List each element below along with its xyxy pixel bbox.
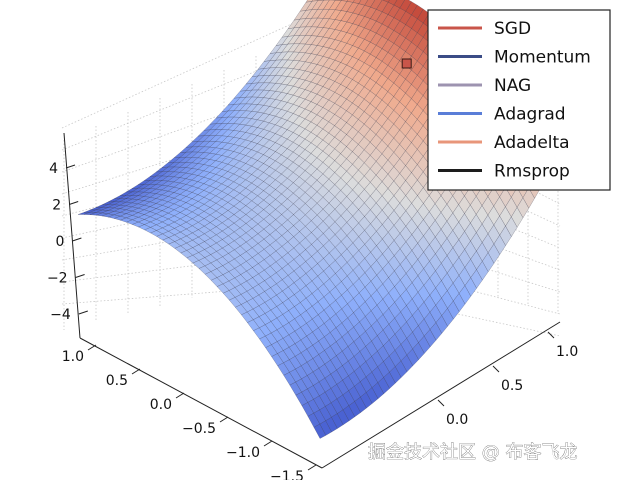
z-tick-label: 2 (52, 198, 61, 214)
surface-facet (313, 423, 327, 439)
legend-label-momentum: Momentum (494, 48, 591, 68)
watermark: 掘金技术社区 @ 布客飞龙 (368, 442, 577, 463)
z-tick-mark (69, 201, 79, 205)
surface-facet (511, 206, 524, 228)
legend-label-adadelta: Adadelta (494, 133, 570, 153)
surface-facet (275, 51, 289, 61)
x-tick-mark (175, 392, 185, 399)
z-tick-mark (72, 237, 82, 242)
legend: SGD Momentum NAG Adagrad Adadelta Rmsprop (427, 9, 611, 191)
z-tick-label: −4 (50, 307, 71, 323)
z-tick-label: −2 (47, 271, 68, 287)
surface-facet (269, 44, 283, 54)
surface-facet (215, 110, 229, 119)
legend-label-sgd: SGD (494, 19, 531, 39)
surface-facet (275, 36, 289, 46)
y-tick-label: 1.0 (556, 344, 578, 360)
surface-facet (354, 396, 367, 413)
legend-label-adagrad: Adagrad (494, 105, 566, 125)
y-axis: 1.0 0.5 0.0 (321, 321, 578, 469)
surface-facet (173, 151, 187, 159)
surface-facet (245, 75, 259, 85)
surface-facet (311, 0, 319, 2)
surface-facet (453, 292, 466, 313)
surface-facet (221, 104, 235, 112)
z-axis: 4 2 0 −2 −4 (47, 132, 88, 339)
surface-facet (406, 348, 419, 367)
surface-facet (263, 52, 277, 62)
x-tick-label: 1.0 (62, 349, 84, 365)
x-tick-mark (219, 416, 229, 423)
x-axis: 1.0 0.5 0.0 −0.5 −1.0 −1.5 (62, 337, 323, 480)
surface-facet (311, 0, 325, 10)
surface-facet (317, 0, 324, 1)
surface-facet (233, 96, 247, 105)
legend-label-rmsprop: Rmsprop (494, 162, 570, 182)
y-tick-label: 0.0 (446, 412, 468, 428)
surface-facet (287, 18, 301, 30)
y-tick-label: 0.5 (501, 378, 523, 394)
x-tick-label: −1.0 (226, 445, 260, 461)
surface-facet (365, 387, 379, 404)
surface-facet (418, 335, 431, 354)
surface-facet (245, 82, 259, 91)
marker-layer (401, 58, 412, 69)
z-tick-mark (75, 274, 85, 278)
surface-facet (393, 0, 406, 9)
y-tick-mark (437, 399, 445, 407)
surface-facet (334, 0, 342, 1)
surface-facet (342, 405, 356, 422)
z-tick-mark (78, 310, 88, 315)
start-point-marker (401, 58, 412, 69)
surface-facet (125, 187, 139, 193)
x-tick-mark (263, 440, 273, 447)
surface-facet (370, 0, 383, 10)
surface-facet (423, 329, 437, 348)
surface-facet (305, 0, 314, 3)
y-tick-mark (492, 365, 500, 373)
x-tick-label: −0.5 (182, 421, 216, 437)
surface-facet (299, 0, 313, 12)
surface-facet (155, 166, 169, 173)
x-tick-label: 0.5 (106, 373, 128, 389)
surface-facet (516, 197, 530, 219)
surface-facet (227, 97, 241, 106)
x-tick-mark (87, 344, 97, 351)
z-tick-mark (65, 164, 76, 169)
surface-facet (281, 27, 295, 38)
x-tick-mark (131, 368, 141, 375)
surface-facet (429, 322, 443, 341)
legend-label-nag: NAG (494, 76, 531, 96)
surface-facet (305, 9, 319, 19)
x-tick-label: 0.0 (150, 397, 172, 413)
surface-facet (293, 26, 307, 37)
y-tick-mark (547, 331, 555, 339)
z-tick-label: 0 (55, 234, 64, 250)
legend-box (427, 9, 611, 191)
surface-facet (293, 10, 307, 21)
x-tick-mark (307, 464, 317, 471)
surface-facet (239, 89, 253, 98)
surface-facet (340, 0, 349, 2)
surface-facet (336, 409, 350, 426)
x-tick-label: −1.5 (270, 469, 304, 480)
z-tick-label: 4 (49, 161, 58, 177)
